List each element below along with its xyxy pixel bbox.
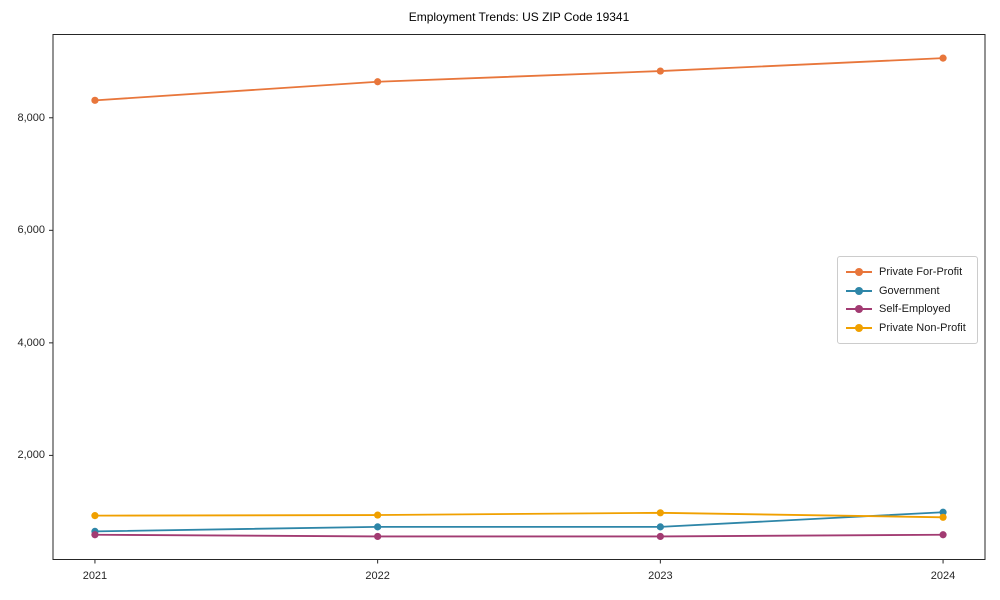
legend-line-marker-icon (846, 323, 872, 333)
data-point-marker (656, 523, 664, 531)
legend-dot-icon (855, 268, 863, 277)
legend-item: Government (846, 282, 969, 301)
legend-label: Private For-Profit (879, 266, 963, 279)
data-point-marker (656, 532, 664, 541)
series-line-private-for-profit (94, 57, 944, 102)
data-point-marker (939, 508, 947, 516)
x-tick-label: 2022 (365, 569, 390, 582)
x-tick-label: 2023 (648, 569, 673, 582)
chart-legend: Private For-Profit Government Self-Employe… (837, 256, 978, 344)
data-point-marker (91, 96, 99, 104)
legend-line-marker-icon (846, 267, 872, 277)
legend-item: Private For-Profit (846, 263, 969, 282)
x-tick-label: 2024 (930, 569, 956, 582)
y-tick-label: 2,000 (17, 449, 45, 462)
data-point-marker (374, 78, 382, 86)
y-tick-label: 6,000 (17, 224, 45, 237)
data-point-marker (656, 509, 664, 517)
legend-line-marker-icon (846, 286, 872, 296)
data-point-marker (374, 532, 382, 541)
y-tick-label: 4,000 (17, 336, 45, 349)
legend-label: Private Non-Profit (879, 321, 966, 334)
legend-item: Self-Employed (846, 300, 969, 319)
data-point-marker (91, 512, 99, 520)
legend-line-marker-icon (846, 304, 872, 314)
chart-title: Employment Trends: US ZIP Code 19341 (408, 10, 630, 24)
series-line-government (94, 511, 944, 533)
plot-border (52, 34, 986, 560)
y-tick-label: 8,000 (17, 111, 45, 124)
data-point-marker (374, 511, 382, 519)
data-point-marker (91, 531, 99, 539)
series-line-self-employed (94, 533, 944, 538)
legend-dot-icon (855, 305, 863, 314)
data-point-marker (939, 513, 947, 521)
data-point-marker (374, 523, 382, 531)
data-point-marker (939, 54, 947, 62)
series-line-private-non-profit (94, 511, 944, 519)
legend-label: Self-Employed (879, 303, 951, 316)
legend-label: Government (879, 284, 940, 297)
data-point-marker (939, 531, 947, 539)
x-tick-label: 2021 (82, 569, 108, 582)
data-point-marker (656, 67, 664, 75)
legend-item: Private Non-Profit (846, 319, 969, 338)
legend-dot-icon (855, 323, 863, 332)
legend-dot-icon (855, 286, 863, 295)
